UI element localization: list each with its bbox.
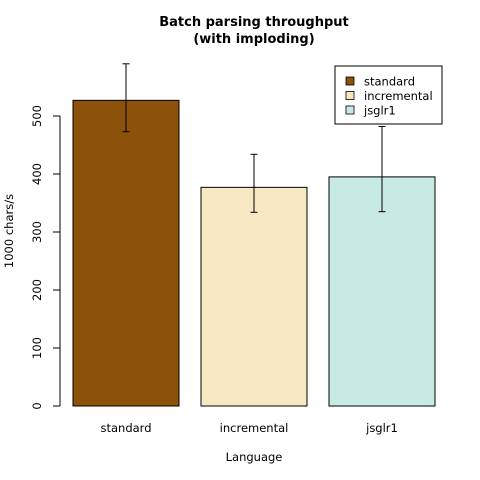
legend-entry-incremental: incremental	[345, 89, 433, 103]
y-axis-label: 1000 chars/s	[2, 194, 16, 268]
y-tick-label: 300	[30, 221, 44, 243]
error-bars	[122, 63, 386, 213]
y-tick-label: 400	[30, 163, 44, 185]
x-tick-labels: standard incremental jsglr1	[100, 421, 397, 435]
legend-label: standard	[364, 75, 415, 89]
x-axis-label: Language	[226, 450, 283, 464]
bars	[72, 99, 436, 407]
bar-standard	[72, 99, 180, 407]
legend-entry-jsglr1: jsglr1	[345, 104, 396, 118]
x-tick-label: jsglr1	[365, 421, 398, 435]
legend-swatch	[345, 91, 355, 100]
error-bar-jsglr1	[378, 125, 386, 213]
legend-label: incremental	[364, 89, 433, 103]
legend-label: jsglr1	[363, 104, 396, 118]
y-tick-label: 200	[30, 279, 44, 301]
y-tick-label: 500	[30, 105, 44, 127]
bar-jsglr1	[328, 176, 436, 407]
legend-entry-standard: standard	[345, 75, 415, 89]
chart-subtitle: (with imploding)	[193, 32, 314, 47]
chart-title: Batch parsing throughput	[159, 15, 349, 30]
x-tick-label: incremental	[220, 421, 289, 435]
bar-incremental	[200, 186, 308, 407]
legend-swatch	[345, 105, 355, 115]
x-tick-label: standard	[100, 421, 151, 435]
error-bar-incremental	[250, 153, 258, 213]
y-tick-label: 0	[30, 402, 44, 409]
legend-swatch	[345, 76, 355, 86]
y-axis: 0 100 200 300 400 500	[30, 105, 61, 410]
y-tick-label: 100	[30, 337, 44, 359]
error-bar-standard	[122, 63, 130, 133]
